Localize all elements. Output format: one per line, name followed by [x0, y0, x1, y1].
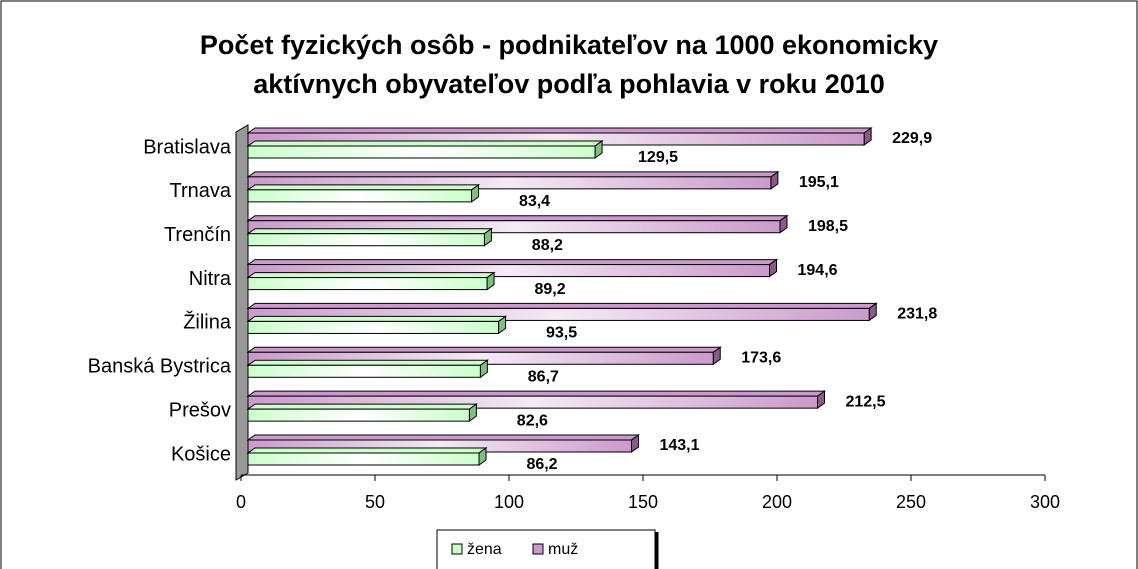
bar-top	[246, 359, 489, 366]
value-label: 83,4	[519, 193, 550, 210]
value-label: 89,2	[534, 281, 565, 298]
bar-top	[246, 171, 780, 178]
bar-top	[246, 390, 827, 397]
value-label: 93,5	[546, 325, 577, 342]
chart-title: Počet fyzických osôb - podnikateľov na 1…	[199, 30, 939, 99]
legend-label: žena	[467, 541, 502, 558]
x-tick-label: 0	[236, 492, 246, 512]
bar-top	[246, 302, 878, 309]
x-tick-label: 300	[1030, 492, 1060, 512]
value-label: 231,8	[897, 306, 937, 323]
wall	[235, 124, 249, 481]
y-tick-label: Žilina	[183, 311, 232, 334]
bar-top	[246, 315, 508, 322]
bar-top	[246, 272, 496, 279]
value-label: 229,9	[892, 130, 932, 147]
legend-swatch	[532, 543, 544, 555]
x-tick-label: 150	[628, 492, 658, 512]
bar-top	[246, 184, 481, 191]
value-label: 212,5	[845, 393, 885, 410]
bar	[247, 408, 470, 422]
value-label: 143,1	[659, 437, 699, 454]
x-tick-label: 200	[762, 492, 792, 512]
y-tick-label: Bratislava	[143, 136, 232, 158]
bar-top	[246, 403, 478, 410]
value-label: 86,2	[526, 456, 557, 473]
bar-top	[246, 228, 493, 235]
value-label: 195,1	[799, 174, 839, 191]
value-label: 82,6	[517, 412, 548, 429]
bar-top	[246, 434, 641, 441]
y-tick-label: Trnava	[169, 180, 231, 202]
y-tick-label: Trenčín	[164, 224, 231, 246]
bar-top	[246, 140, 604, 147]
y-tick-label: Košice	[171, 443, 231, 465]
value-label: 198,5	[808, 218, 848, 235]
y-tick-label: Nitra	[189, 268, 232, 290]
legend-label: muž	[548, 541, 578, 558]
value-label: 88,2	[532, 237, 563, 254]
bar-top	[246, 346, 722, 353]
value-label: 173,6	[741, 350, 781, 367]
bar	[247, 145, 596, 159]
value-label: 194,6	[798, 262, 838, 279]
y-tick-label: Prešov	[169, 399, 231, 421]
bar	[247, 452, 480, 466]
bar-top	[246, 215, 789, 222]
bar	[247, 364, 481, 378]
value-label: 129,5	[638, 149, 678, 166]
bar	[247, 233, 485, 247]
bar	[247, 320, 500, 334]
bar-top	[246, 447, 488, 454]
bar	[247, 189, 473, 203]
legend	[436, 529, 656, 569]
bar	[247, 277, 488, 291]
y-tick-label: Banská Bystrica	[88, 356, 232, 378]
legend-swatch	[451, 543, 463, 555]
x-tick-label: 250	[896, 492, 926, 512]
x-tick-label: 50	[365, 492, 385, 512]
bar-top	[246, 127, 873, 134]
value-label: 86,7	[528, 369, 559, 386]
x-tick-label: 100	[494, 492, 524, 512]
bar-top	[246, 259, 779, 266]
